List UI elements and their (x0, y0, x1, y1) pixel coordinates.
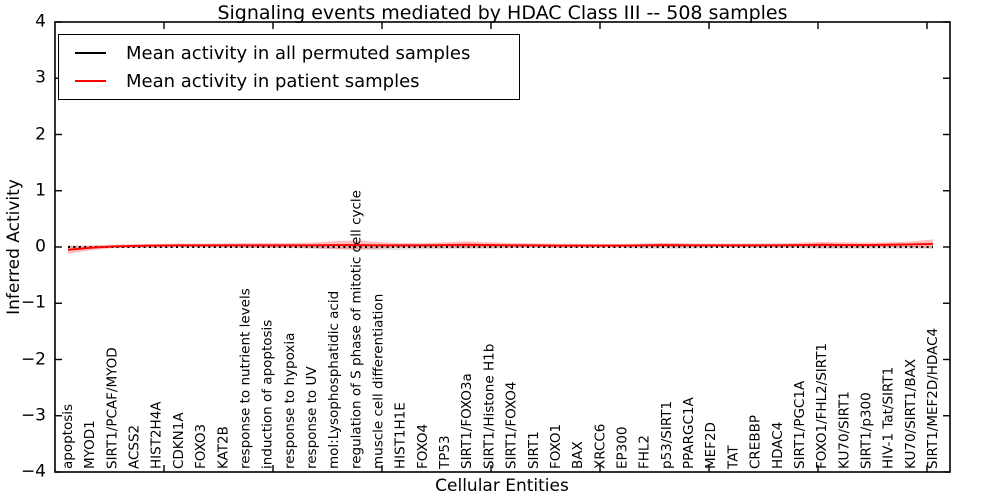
x-tick-label: response to UV (304, 366, 320, 469)
x-tick-label: TP53 (437, 435, 453, 470)
x-tick-label: XRCC6 (592, 424, 608, 469)
x-tick-label: response to nutrient levels (237, 288, 253, 469)
x-tick-label: p53/SIRT1 (659, 401, 675, 469)
x-tick-label: MYOD1 (82, 420, 98, 469)
x-tick-label: HIST1H1E (393, 402, 409, 469)
x-tick-label: KAT2B (215, 426, 231, 469)
x-tick-label: SIRT1/PCAF/MYOD (104, 347, 120, 469)
x-tick-label: PPARGC1A (681, 396, 697, 469)
legend-item-patient: Mean activity in patient samples (59, 67, 519, 95)
x-tick-label: SIRT1/p300 (858, 392, 874, 469)
x-tick-label: SIRT1 (526, 431, 542, 469)
y-tick-label: 2 (35, 124, 46, 145)
x-tick-label: FOXO1/FHL2/SIRT1 (814, 343, 830, 469)
x-tick-label: BAX (570, 441, 586, 469)
x-tick-label: KU70/SIRT1 (836, 391, 852, 469)
x-tick-label: HIST2H4A (149, 401, 165, 469)
x-tick-label: FOXO3 (193, 424, 209, 469)
x-tick-label: regulation of S phase of mitotic cell cy… (348, 190, 364, 469)
y-tick-label: −2 (20, 349, 46, 370)
x-tick-label: SIRT1/Histone H1b (481, 344, 497, 469)
y-tick-label: 1 (35, 180, 46, 201)
x-tick-label: ACSS2 (127, 425, 143, 469)
x-tick-label: muscle cell differentiation (371, 294, 387, 469)
patient-mean-line (67, 242, 934, 251)
x-tick-label: apoptosis (60, 404, 76, 469)
x-tick-label: TAT (725, 445, 741, 470)
y-tick-label: −1 (20, 292, 46, 313)
legend-label-permuted: Mean activity in all permuted samples (126, 42, 471, 64)
y-tick-label: 4 (35, 11, 46, 32)
x-tick-label: HDAC4 (770, 422, 786, 469)
x-tick-label: CREBBP (748, 415, 764, 469)
y-tick-label: 3 (35, 67, 46, 88)
x-tick-label: induction of apoptosis (260, 320, 276, 469)
x-axis-label: Cellular Entities (435, 476, 569, 496)
legend-line-red (75, 80, 106, 82)
x-tick-label: MEF2D (703, 422, 719, 469)
x-tick-label: FOXO4 (415, 424, 431, 469)
x-tick-label: CDKN1A (171, 412, 187, 469)
x-tick-label: SIRT1/PGC1A (792, 380, 808, 469)
legend-item-permuted: Mean activity in all permuted samples (59, 39, 519, 67)
x-tick-label: HIV-1 Tat/SIRT1 (881, 367, 897, 469)
x-tick-label: SIRT1/MEF2D/HDAC4 (925, 328, 941, 469)
x-tick-label: SIRT1/FOXO4 (504, 382, 520, 469)
legend-label-patient: Mean activity in patient samples (126, 70, 420, 92)
legend-line-black (75, 52, 106, 54)
chart-title: Signaling events mediated by HDAC Class … (217, 2, 788, 24)
y-tick-label: 0 (35, 236, 46, 257)
x-tick-label: KU70/SIRT1/BAX (903, 359, 919, 469)
x-tick-label: response to hypoxia (282, 333, 298, 469)
x-tick-label: FHL2 (637, 435, 653, 469)
x-tick-label: FOXO1 (548, 424, 564, 469)
x-tick-label: mol:Lysophosphatidic acid (326, 291, 342, 469)
legend: Mean activity in all permuted samples Me… (58, 34, 520, 100)
x-tick-label: EP300 (615, 427, 631, 469)
y-tick-label: −3 (20, 405, 46, 426)
y-tick-label: −4 (20, 461, 46, 482)
x-tick-label: SIRT1/FOXO3a (459, 373, 475, 469)
